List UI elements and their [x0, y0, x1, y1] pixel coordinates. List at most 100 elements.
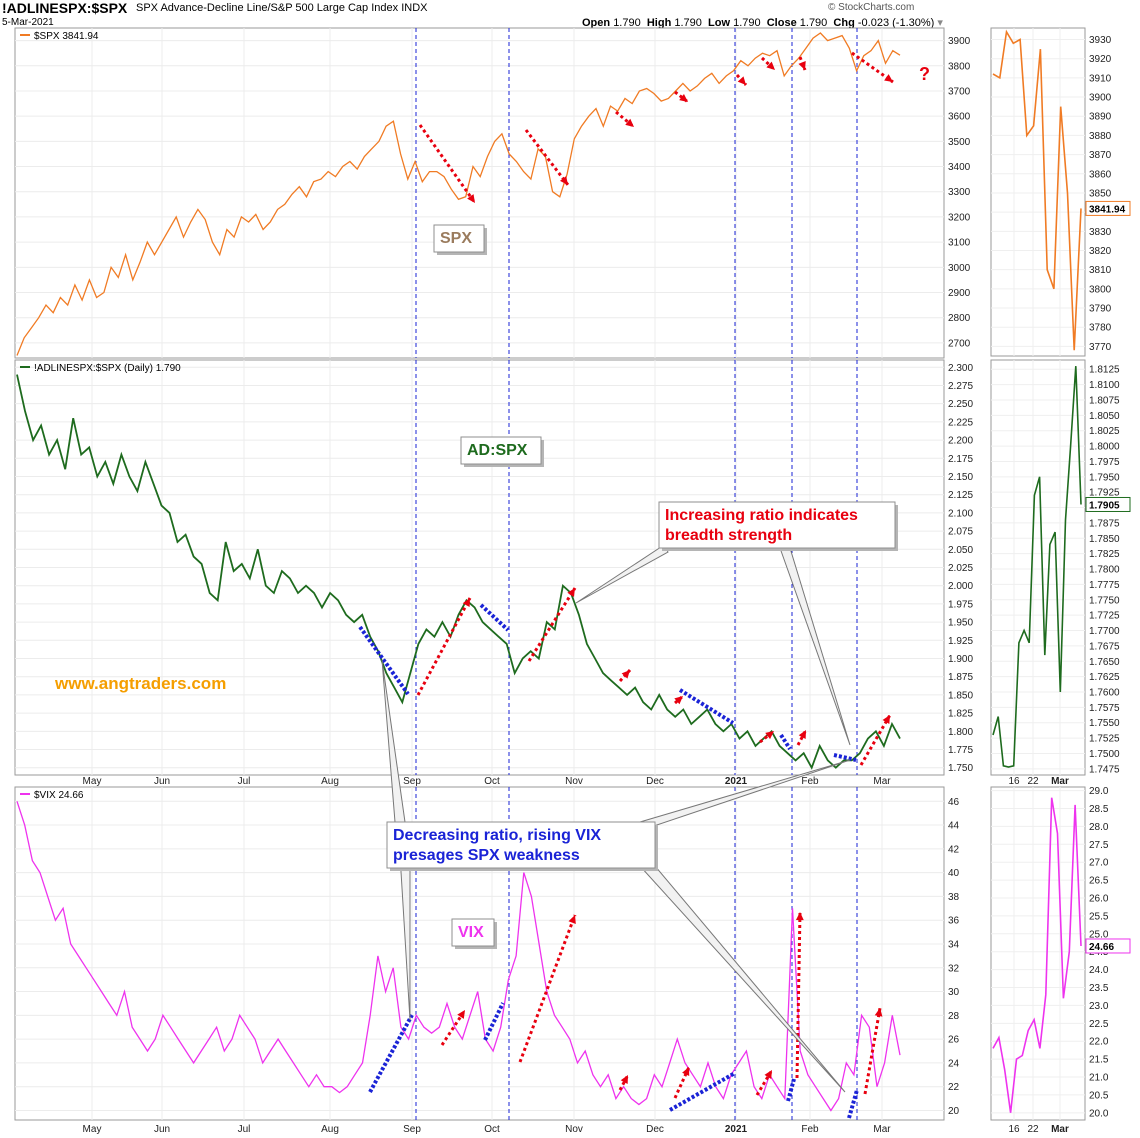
red-arrow [674, 90, 689, 104]
red-arrow [863, 1007, 883, 1095]
x-tick-label: Jul [238, 776, 251, 787]
y-tick-label: 1.7850 [1089, 534, 1120, 545]
arrow-head [795, 912, 804, 921]
x-tick-label: Mar [873, 776, 891, 787]
y-tick-label: 1.975 [948, 599, 973, 610]
red-arrow [416, 597, 472, 696]
y-tick-label: 2700 [948, 338, 971, 349]
arrow-head [764, 1070, 772, 1079]
y-tick-label: 3770 [1089, 342, 1112, 353]
x-tick-label: Mar [1051, 1124, 1069, 1135]
arrow-head [679, 93, 688, 102]
y-tick-label: 28.5 [1089, 804, 1109, 815]
panel-adline: 1.750 1.775 1.800 1.825 1.850 1.875 1.900 1.925… [14, 359, 973, 776]
red-arrow [851, 51, 894, 84]
arrow-head [798, 730, 806, 739]
series-line [16, 801, 901, 1112]
y-tick-label: 25.5 [1089, 911, 1109, 922]
last-value-badge [1085, 496, 1131, 512]
y-tick-label: 3880 [1089, 131, 1112, 142]
y-tick-label: 1.7675 [1089, 641, 1120, 652]
arrow-head [882, 715, 890, 724]
y-tick-label: 1.7975 [1089, 457, 1120, 468]
panel-tag-vix: VIX [451, 918, 497, 949]
dropdown-arrow-icon[interactable]: ▾ [937, 17, 943, 29]
y-tick-label: 1.7500 [1089, 749, 1120, 760]
arrow-head [766, 61, 775, 70]
y-tick-label: 3900 [1089, 93, 1112, 104]
last-value-label: 24.66 [1089, 942, 1114, 953]
y-tick-label: 3860 [1089, 169, 1112, 180]
x-tick-label: 2021 [725, 1124, 748, 1135]
x-tick-label: May [83, 1124, 102, 1135]
y-tick-label: 2.150 [948, 472, 973, 483]
y-tick-label: 1.7725 [1089, 611, 1120, 622]
red-arrow [674, 694, 684, 705]
red-arrow [795, 911, 804, 1079]
red-arrow [796, 729, 808, 746]
legend-label: $VIX 24.66 [34, 790, 84, 801]
y-tick-label: 1.7950 [1089, 472, 1120, 483]
chg-label: Chg [833, 17, 855, 29]
blue-dotted-line [786, 1078, 796, 1102]
red-arrow [618, 668, 632, 683]
y-tick-label: 3200 [948, 212, 971, 223]
panel-spx: 2700 2800 2900 3000 3100 3200 3300 3400 3500 3600… [14, 27, 971, 359]
y-tick-label: 30 [948, 987, 960, 998]
callout-text: Increasing ratio indicates [665, 507, 858, 524]
y-tick-label: 20.5 [1089, 1090, 1109, 1101]
legend-label: !ADLINESPX:$SPX (Daily) 1.790 [34, 363, 181, 374]
x-tick-label: Sep [403, 776, 421, 787]
arrow-head [798, 61, 806, 70]
y-tick-label: 1.7825 [1089, 549, 1120, 560]
y-tick-label: 3820 [1089, 246, 1112, 257]
arrow-head [874, 1008, 883, 1017]
callout-text: VIX [458, 924, 484, 941]
arrow-head [467, 194, 475, 203]
y-tick-label: 1.7550 [1089, 718, 1120, 729]
website-label: www.angtraders.com [54, 674, 226, 693]
zoom-panel: 20.020.521.021.522.022.523.023.524.024.5… [990, 786, 1131, 1135]
series-line [992, 797, 1082, 1113]
y-tick-label: 2.250 [948, 399, 973, 410]
last-value-label: 1.7905 [1089, 500, 1120, 511]
callout-box [451, 918, 495, 947]
y-tick-label: 26.0 [1089, 894, 1109, 905]
y-tick-label: 1.7650 [1089, 657, 1120, 668]
panel-frame [14, 27, 945, 359]
y-tick-label: 3830 [1089, 227, 1112, 238]
y-tick-label: 2800 [948, 313, 971, 324]
callout-box [460, 436, 542, 465]
red-arrow [755, 1069, 774, 1096]
series-line [992, 366, 1082, 768]
arrow-head [567, 588, 575, 597]
blue-dotted-line [358, 625, 410, 696]
y-tick-label: 3790 [1089, 304, 1112, 315]
callout-text: AD:SPX [467, 442, 528, 459]
y-tick-label: 3900 [948, 36, 971, 47]
legend-label: $SPX 3841.94 [34, 31, 99, 42]
y-tick-label: 46 [948, 797, 960, 808]
symbol-description: SPX Advance-Decline Line/S&P 500 Large C… [136, 2, 428, 14]
callout-text: SPX [440, 230, 472, 247]
y-tick-label: 29.0 [1089, 786, 1109, 797]
copyright-label[interactable]: © StockCharts.com [828, 2, 915, 13]
y-tick-label: 42 [948, 844, 960, 855]
callout-spx-weakness: Decreasing ratio, rising VIX presages SPX… [386, 821, 658, 871]
arrow-head [457, 1010, 465, 1019]
red-arrow [527, 587, 577, 662]
chart-date: 5-Mar-2021 [2, 17, 54, 28]
arrow-shaft [416, 597, 472, 696]
y-tick-label: 2.175 [948, 454, 973, 465]
callout-text: presages SPX weakness [393, 847, 580, 864]
y-tick-label: 3780 [1089, 323, 1112, 334]
y-tick-label: 28.0 [1089, 822, 1109, 833]
question-mark: ? [919, 64, 930, 84]
high-value: 1.790 [674, 17, 702, 29]
arrow-head [620, 1075, 628, 1084]
y-tick-label: 27.5 [1089, 840, 1109, 851]
y-tick-label: 3850 [1089, 188, 1112, 199]
arrow-shaft [440, 1009, 467, 1046]
